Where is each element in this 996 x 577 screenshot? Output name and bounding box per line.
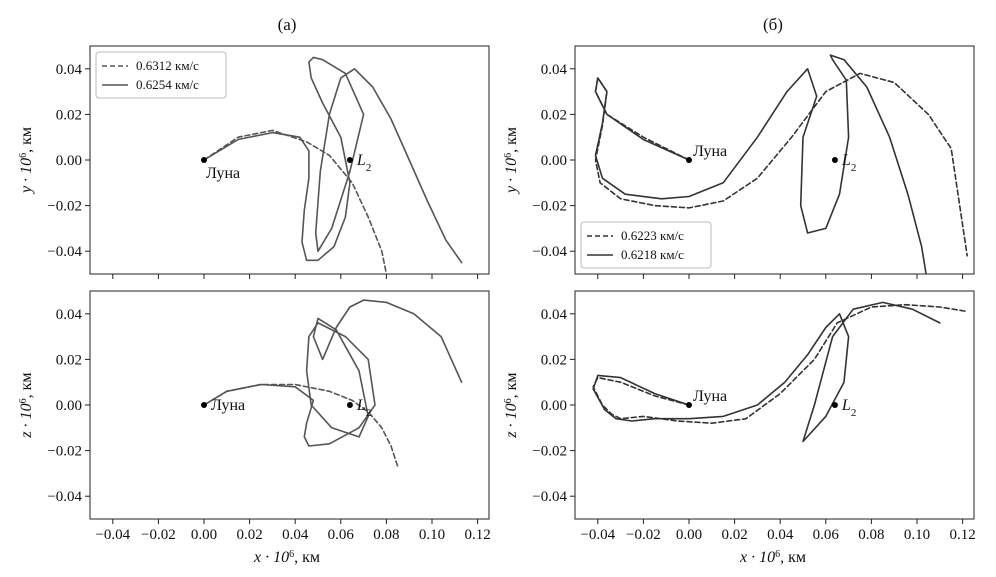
y-axis-label-b: y · 106, км [503,127,521,195]
l2-marker [831,402,838,408]
x-tick-label: 0.00 [191,527,217,543]
x-tick-label: −0.02 [141,527,176,543]
y-tick-label: −0.02 [532,199,567,215]
z-axis-label-b: z · 106, км [503,372,521,438]
legend-entry-label: 0.6218 км/с [621,247,684,262]
x-axis-label-b: x · 106, км [739,549,806,567]
series-line-solid [203,299,463,447]
title-a: (а) [278,15,297,34]
legend-entry-label: 0.6312 км/с [136,58,199,73]
y-tick-label: 0.00 [541,398,567,414]
moon-marker [201,157,207,163]
z-axis-label-a: z · 106, км [18,372,36,438]
moon-marker [201,402,207,408]
x-tick-label: 0.02 [721,527,747,543]
moon-label: Луна [693,388,727,405]
x-tick-label: 0.12 [464,527,490,543]
moon-label: Луна [693,143,727,160]
y-tick-label: −0.02 [47,199,82,215]
y-tick-label: 0.04 [541,307,568,323]
x-tick-label: 0.04 [282,527,309,543]
y-tick-label: 0.02 [541,107,567,123]
x-tick-label: 0.00 [676,527,702,543]
moon-marker [686,157,692,163]
y-tick-label: −0.04 [532,244,567,260]
legend-box [580,221,712,269]
y-tick-label: −0.04 [47,244,82,260]
x-tick-label: 0.10 [904,527,930,543]
x-tick-label: 0.06 [328,527,355,543]
l2-label: L2 [841,152,856,174]
x-tick-label: 0.02 [236,527,262,543]
y-tick-label: 0.00 [541,153,567,169]
x-tick-label: 0.04 [767,527,794,543]
y-tick-label: −0.02 [47,444,82,460]
y-tick-label: −0.04 [47,489,82,505]
l2-label: L2 [841,397,856,419]
l2-label: L2 [356,397,371,419]
moon-label: Луна [206,165,240,182]
x-tick-label: −0.04 [580,527,615,543]
x-tick-label: 0.10 [419,527,445,543]
x-tick-label: 0.08 [373,527,399,543]
legend-entry-label: 0.6223 км/с [621,228,684,243]
series-line-dashed [203,129,388,274]
plot-frame [574,290,975,520]
x-tick-label: 0.12 [949,527,975,543]
x-tick-label: −0.02 [626,527,661,543]
y-tick-label: 0.00 [56,153,82,169]
y-tick-label: 0.04 [541,62,568,78]
y-tick-label: 0.04 [56,62,83,78]
x-tick-label: 0.08 [858,527,884,543]
x-tick-label: 0.06 [813,527,840,543]
y-tick-label: −0.02 [532,444,567,460]
l2-marker [346,402,353,408]
y-axis-label-a: y · 106, км [18,127,36,195]
moon-label: Луна [211,397,245,414]
x-axis-label-a: x · 106, км [253,549,320,567]
l2-marker [831,157,838,163]
l2-marker [346,157,353,163]
legend-box [95,51,227,99]
y-tick-label: 0.02 [56,352,82,368]
y-tick-label: 0.00 [56,398,82,414]
series-line-solid [594,54,927,274]
series-line-solid [592,301,941,443]
panel-a-xz: −0.04 −0.02 0.00 0.02 0.04 0.06 0.08 0.10 0.12 −0… [47,290,491,543]
series-line-dashed [592,303,968,424]
y-tick-label: 0.04 [56,307,83,323]
moon-marker [686,402,692,408]
legend: 0.6312 км/с 0.6254 км/с [95,51,227,99]
panel-b-xz: −0.04 −0.02 0.00 0.02 0.04 0.06 0.08 0.10 0.12 −0… [532,290,976,543]
y-tick-label: 0.02 [541,352,567,368]
l2-label: L2 [356,152,371,174]
legend: 0.6223 км/с 0.6218 км/с [580,221,712,269]
y-tick-label: 0.02 [56,107,82,123]
plot-frame [89,290,490,520]
y-tick-label: −0.04 [532,489,567,505]
x-tick-label: −0.04 [95,527,130,543]
title-b: (б) [763,15,783,34]
legend-entry-label: 0.6254 км/с [136,77,199,92]
series-line-solid [203,56,463,264]
